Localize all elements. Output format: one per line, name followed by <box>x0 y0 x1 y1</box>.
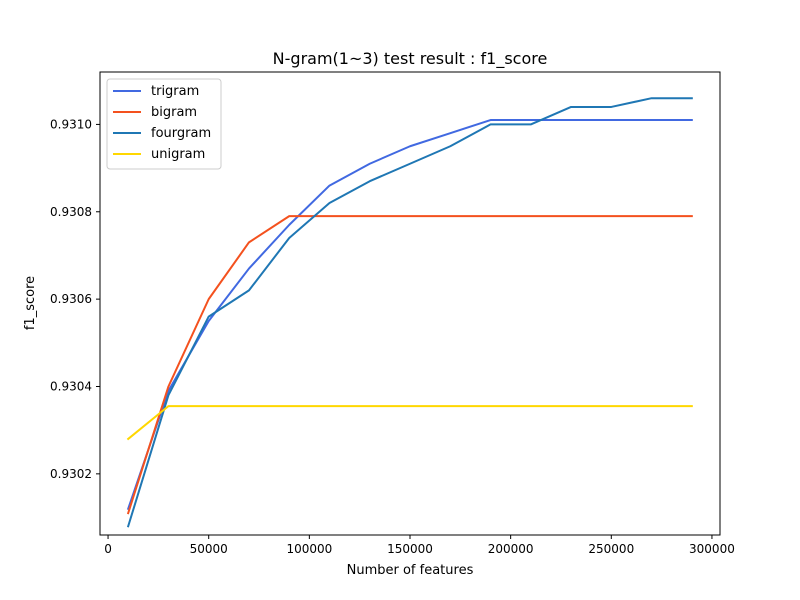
series-line-trigram <box>126 119 693 511</box>
x-tick-label: 150000 <box>387 542 433 556</box>
y-tick-label: 0.9310 <box>50 117 92 131</box>
y-tick-label: 0.9304 <box>50 379 92 393</box>
x-tick-label: 100000 <box>286 542 332 556</box>
legend-label-unigram: unigram <box>151 147 205 162</box>
axes: 0 50000 100000 150000 200000 250000 300000 0.93… <box>50 71 735 556</box>
legend-label-fourgram: fourgram <box>151 126 211 141</box>
y-axis-label: f1_score <box>23 276 38 330</box>
legend-box <box>106 78 222 170</box>
y-tick-label: 0.9302 <box>50 467 92 481</box>
y-tick-label: 0.9306 <box>50 292 92 306</box>
x-axis-label: Number of features <box>347 563 474 578</box>
plot-lines <box>126 97 693 528</box>
series-line-bigram <box>126 215 693 515</box>
x-tick-label: 0 <box>104 542 112 556</box>
x-tick-label: 200000 <box>488 542 534 556</box>
legend: trigram bigram fourgram unigram <box>106 78 222 170</box>
y-tick-label: 0.9308 <box>50 205 92 219</box>
series-line-unigram <box>126 405 693 441</box>
legend-label-trigram: trigram <box>151 84 199 99</box>
x-tick-label: 300000 <box>689 542 735 556</box>
x-tick-label: 50000 <box>190 542 228 556</box>
chart-title: N-gram(1~3) test result : f1_score <box>273 49 548 69</box>
series-line-fourgram <box>126 97 693 528</box>
x-tick-label: 250000 <box>588 542 634 556</box>
legend-label-bigram: bigram <box>151 105 197 120</box>
